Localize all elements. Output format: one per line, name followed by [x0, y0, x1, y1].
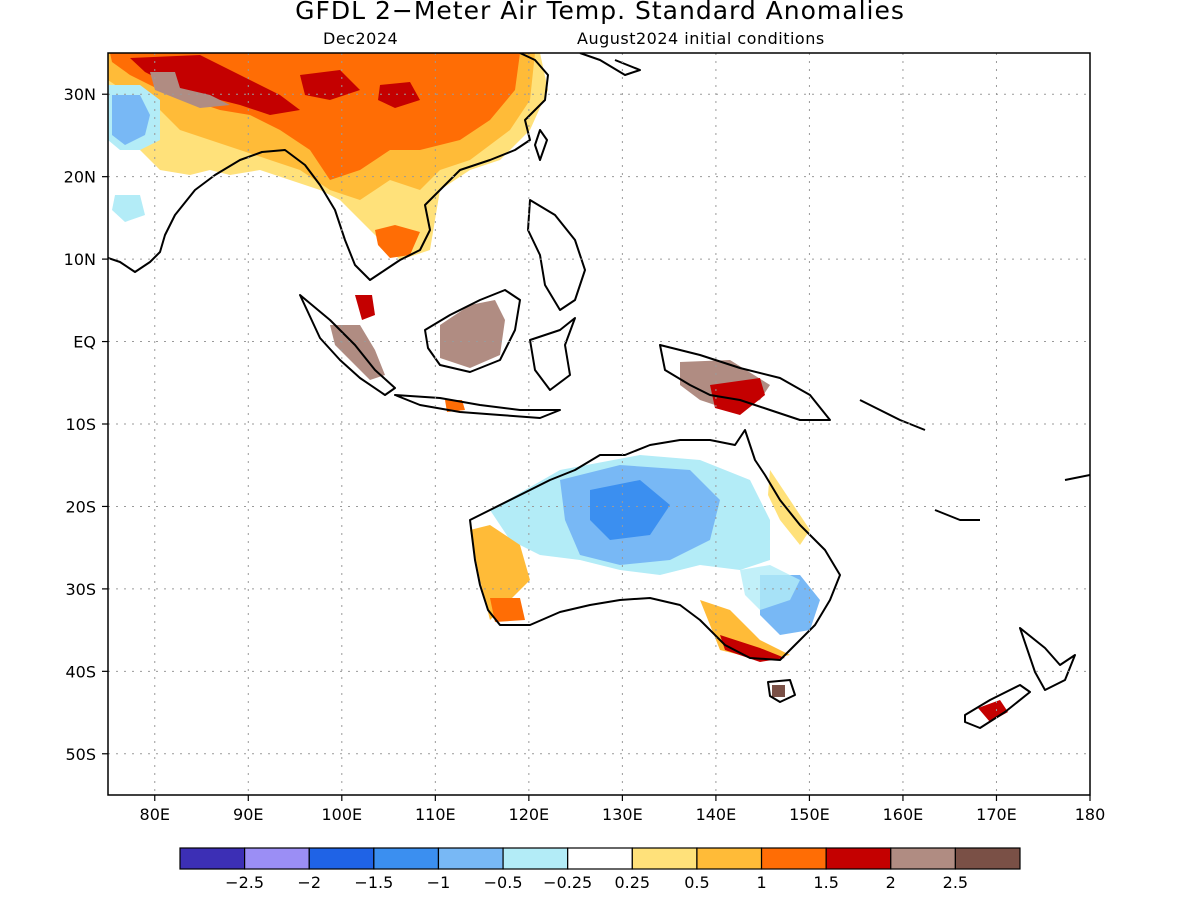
- lon-tick-label: 170E: [976, 805, 1017, 824]
- lon-tick-label: 140E: [696, 805, 737, 824]
- colorbar-swatch: [631, 847, 698, 870]
- colorbar-label: 0.25: [614, 873, 650, 892]
- lat-tick-label: 50S: [65, 745, 96, 764]
- colorbar-swatch: [373, 847, 440, 870]
- map-title: GFDL 2−Meter Air Temp. Standard Anomalie…: [295, 0, 905, 25]
- asia-red-region-3: [378, 82, 420, 108]
- java-coastline: [394, 394, 561, 419]
- colorbar-label: −0.25: [543, 873, 592, 892]
- lat-tick-label: 10S: [65, 415, 96, 434]
- s-australia-warm-2: [720, 635, 785, 662]
- taiwan-coastline: [534, 129, 548, 161]
- lon-tick-label: 120E: [509, 805, 550, 824]
- colorbar-swatch: [244, 847, 310, 870]
- philippines-coastline: [527, 199, 586, 311]
- malaya-red-patch: [355, 295, 375, 320]
- lat-tick-label: 20N: [64, 168, 96, 187]
- lat-tick-label: 40S: [65, 662, 96, 681]
- nz-south-coastline: [964, 684, 1031, 729]
- colorbar-label: 1.5: [813, 873, 838, 892]
- colorbar-swatch: [954, 847, 1021, 870]
- lon-tick-label: 100E: [321, 805, 362, 824]
- colorbar-label: −1.5: [354, 873, 393, 892]
- asia-brown-patch: [150, 72, 230, 108]
- india-cool-region-2: [112, 95, 150, 145]
- india-cool-patch: [112, 195, 145, 222]
- lat-tick-label: 20S: [65, 497, 96, 516]
- pacific-islands: [859, 399, 1090, 521]
- lat-tick-label: 10N: [64, 250, 96, 269]
- initial-conditions: August2024 initial conditions: [577, 29, 825, 48]
- e-australia-warm: [768, 470, 810, 545]
- lon-tick-label: 90E: [233, 805, 263, 824]
- lat-tick-label: EQ: [73, 333, 96, 352]
- lon-tick-label: 110E: [415, 805, 456, 824]
- sulawesi-coastline: [529, 317, 576, 391]
- japan-coastline: [579, 53, 641, 76]
- australia-cool-region-3: [590, 480, 670, 540]
- colorbar-swatch: [567, 847, 633, 870]
- borneo-brown-region: [440, 300, 505, 368]
- w-australia-warm-2: [490, 598, 525, 622]
- anomaly-shading: [108, 53, 1008, 722]
- colorbar-swatch: [308, 847, 375, 870]
- colorbar-label: −0.5: [484, 873, 523, 892]
- colorbar-swatch: [890, 847, 956, 870]
- colorbar-swatch: [696, 847, 763, 870]
- colorbar-swatch: [437, 847, 504, 870]
- colorbar-label: 2.5: [943, 873, 968, 892]
- lat-tick-label: 30S: [65, 580, 96, 599]
- colorbar-label: 1: [756, 873, 766, 892]
- lon-tick-label: 130E: [602, 805, 643, 824]
- colorbar-swatch: [825, 847, 892, 870]
- colorbar-label: 0.5: [684, 873, 709, 892]
- nz-north-coastline: [1019, 627, 1076, 691]
- lat-tick-label: 30N: [64, 85, 96, 104]
- colorbar-swatch: [502, 847, 569, 870]
- nz-red-patch: [978, 700, 1008, 722]
- s-australia-warm: [700, 600, 790, 660]
- longitude-ticks: 80E 90E 100E 110E 120E 130E 140E 150E 160E 170E 18…: [140, 795, 1106, 824]
- tasmania-brown-patch: [772, 685, 785, 697]
- colorbar-swatch: [179, 847, 246, 870]
- w-australia-warm: [470, 525, 530, 620]
- png-red-patch: [710, 378, 765, 415]
- asia-red-region-2: [300, 70, 360, 100]
- lon-tick-label: 180: [1075, 805, 1106, 824]
- lon-tick-label: 160E: [883, 805, 924, 824]
- lon-tick-label: 80E: [140, 805, 170, 824]
- se-australia-cool-outer: [740, 565, 800, 610]
- asia-coastline: [108, 53, 549, 281]
- colorbar-label: −2: [297, 873, 321, 892]
- colorbar-label: −2.5: [225, 873, 264, 892]
- png-coastline: [659, 344, 831, 421]
- colorbar-swatch: [760, 847, 827, 870]
- colorbar: −2.5 −2 −1.5 −1 −0.5 −0.25 0.25 0.5 1 1.5 2 2.5: [179, 847, 1021, 892]
- australia-coastline: [469, 429, 841, 661]
- java-red-patch: [445, 400, 465, 412]
- tasmania-coastline: [767, 679, 796, 703]
- colorbar-label: 2: [886, 873, 896, 892]
- lon-tick-label: 150E: [789, 805, 830, 824]
- latitude-ticks: 30N 20N 10N EQ 10S 20S 30S 40S 50S: [64, 85, 108, 764]
- colorbar-label: −1: [427, 873, 451, 892]
- coastlines: [108, 53, 1090, 729]
- borneo-coastline: [424, 289, 521, 373]
- sumatra-coastline: [299, 294, 396, 396]
- forecast-month: Dec2024: [323, 29, 399, 48]
- asia-red-region: [130, 55, 300, 115]
- indochina-red-patch: [375, 225, 420, 258]
